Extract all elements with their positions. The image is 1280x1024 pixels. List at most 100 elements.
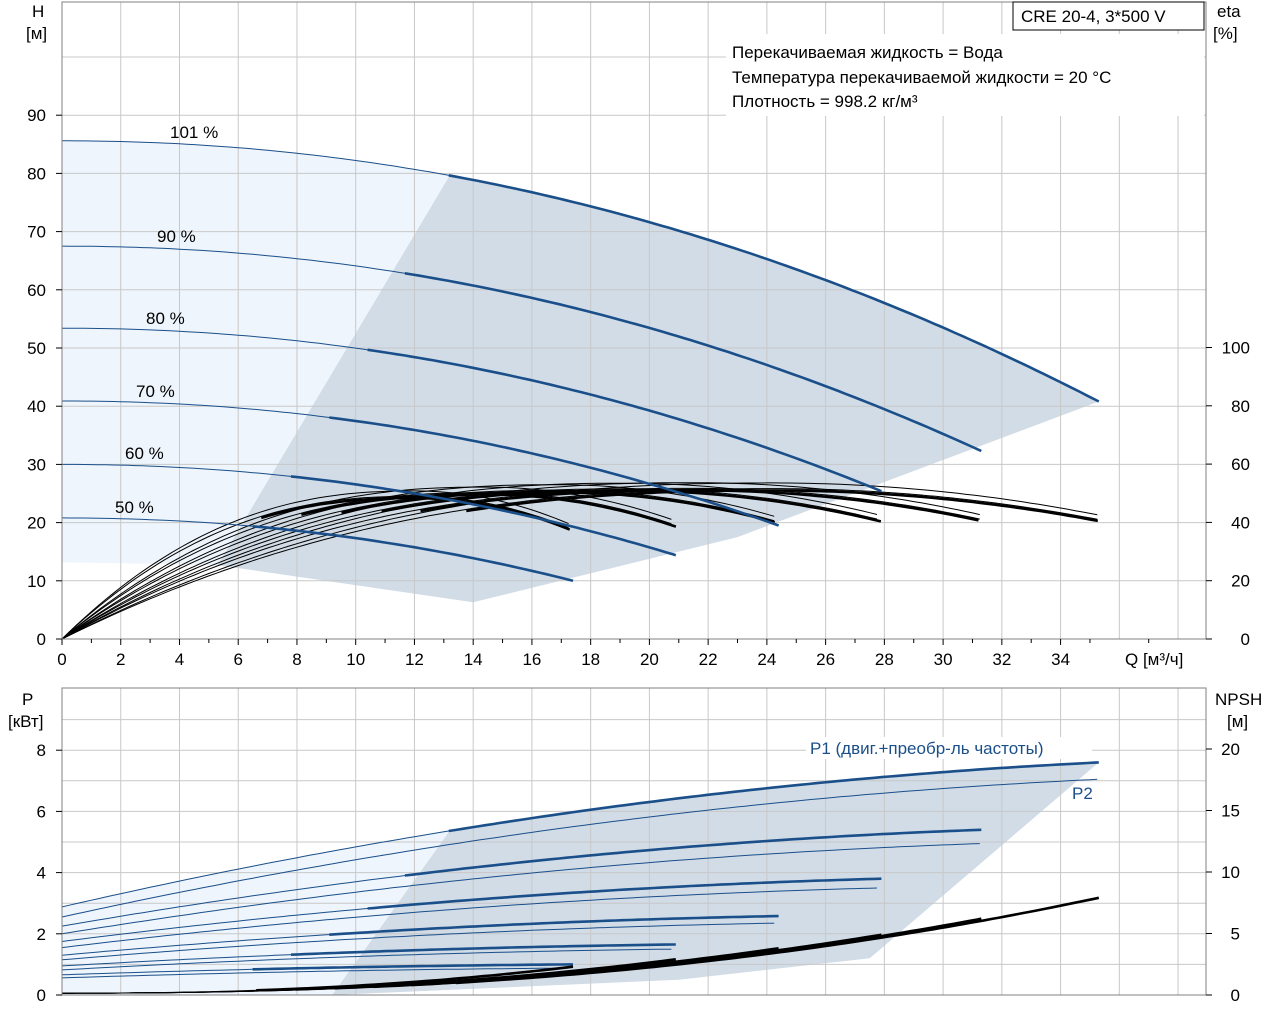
x-tick-label: 6: [233, 650, 242, 669]
npsh-axis-label: NPSH: [1215, 690, 1262, 709]
p1-label-bg: [806, 737, 1092, 759]
x-tick-label: 34: [1051, 650, 1070, 669]
npsh-axis-unit: [м]: [1227, 712, 1248, 731]
x-tick-label: 20: [640, 650, 659, 669]
npsh-tick-label: 5: [1231, 925, 1240, 944]
head-curve-bold-80: [367, 348, 882, 493]
p-tick-label: 2: [37, 925, 46, 944]
grid-top: [62, 2, 1206, 639]
x-tick-label: 28: [875, 650, 894, 669]
p1-curve-bold: [448, 761, 1099, 833]
eta-tick-label: 60: [1231, 455, 1250, 474]
x-tick-label: 2: [116, 650, 125, 669]
h-tick-label: 10: [27, 572, 46, 591]
speed-label-101: 101 %: [170, 123, 218, 142]
head-curve-bold-60: [290, 475, 677, 557]
p2-curve: [61, 843, 980, 935]
efficiency-curve-thin: [61, 490, 569, 640]
p2-curve: [61, 887, 878, 949]
efficiency-curve-thin: [61, 486, 672, 640]
efficiency-curve-thin: [61, 482, 878, 640]
head-curve-bold-70: [329, 416, 780, 527]
h-tick-label: 40: [27, 397, 46, 416]
p1-curve-bold: [404, 828, 982, 877]
h-tick-label: 60: [27, 281, 46, 300]
p1-curve-bold: [252, 963, 573, 971]
npsh-curve-bold: [256, 965, 574, 992]
x-tick-label: 24: [757, 650, 776, 669]
plot-frame-top: [61, 1, 1207, 640]
eta-tick-label: 40: [1231, 513, 1250, 532]
eta-axis-label: eta: [1217, 2, 1241, 21]
head-curve-bold-90: [404, 272, 982, 453]
x-tick-label: 10: [346, 650, 365, 669]
x-tick-label: 26: [816, 650, 835, 669]
p1-curve-bold: [329, 914, 779, 936]
eta-tick-label: 100: [1222, 339, 1250, 358]
npsh-tick-label: 15: [1221, 802, 1240, 821]
p-axis-label: P: [22, 690, 33, 709]
model-label: CRE 20-4, 3*500 V: [1021, 7, 1166, 26]
p2-curve: [61, 778, 1098, 918]
x-tick-label: 16: [522, 650, 541, 669]
x-tick-label: 0: [57, 650, 66, 669]
head-efficiency-curves: [61, 140, 1100, 640]
h-tick-label: 90: [27, 106, 46, 125]
h-tick-label: 80: [27, 164, 46, 183]
efficiency-curve-bold: [381, 489, 882, 523]
x-tick-label: 8: [292, 650, 301, 669]
efficiency-curve-bold: [301, 493, 677, 528]
p1-curve-bold: [290, 943, 676, 956]
p1-curve-bold: [367, 877, 882, 910]
efficiency-curve-thin: [61, 484, 775, 640]
npsh-tick-label: 0: [1231, 986, 1240, 1005]
q-axis-label: Q [м³/ч]: [1125, 650, 1183, 669]
p2-curve: [61, 967, 569, 979]
h-axis-unit: [м]: [26, 24, 47, 43]
npsh-tick-label: 20: [1221, 740, 1240, 759]
p2-label: P2: [1072, 784, 1093, 803]
info-box: [726, 34, 1204, 116]
x-tick-label: 14: [464, 650, 483, 669]
speed-label-80: 80 %: [146, 309, 185, 328]
info-density: Плотность = 998.2 кг/м³: [732, 92, 918, 111]
head-curve-bold-50: [252, 525, 574, 583]
p2-curve: [61, 922, 775, 961]
efficiency-curve-bold: [420, 488, 979, 522]
x-tick-label: 18: [581, 650, 600, 669]
speed-label-90: 90 %: [157, 227, 196, 246]
p-axis-unit: [кВт]: [8, 712, 43, 731]
eta-tick-label: 20: [1231, 572, 1250, 591]
p-tick-label: 8: [37, 741, 46, 760]
eta-tick-label: 0: [1241, 630, 1250, 649]
x-tick-label: 22: [699, 650, 718, 669]
h-tick-label: 50: [27, 339, 46, 358]
efficiency-curve-bold: [466, 489, 1099, 523]
p-tick-label: 4: [37, 864, 46, 883]
x-tick-label: 4: [175, 650, 184, 669]
p-tick-label: 6: [37, 802, 46, 821]
speed-label-60: 60 %: [125, 444, 164, 463]
info-fluid: Перекачиваемая жидкость = Вода: [732, 43, 1003, 62]
x-tick-label: 30: [934, 650, 953, 669]
range-light-bottom: [62, 830, 450, 995]
plot-frame-bottom: [61, 687, 1207, 996]
p-tick-label: 0: [37, 986, 46, 1005]
eta-axis-unit: [%]: [1213, 24, 1238, 43]
h-tick-label: 0: [37, 630, 46, 649]
p1-label: P1 (двиг.+преобр-ль частоты): [810, 739, 1043, 758]
x-tick-label: 32: [992, 650, 1011, 669]
head-curve-bold-101: [448, 174, 1100, 403]
eta-tick-label: 80: [1231, 397, 1250, 416]
efficiency-curve-thin: [61, 488, 878, 640]
power-npsh-curves: [61, 761, 1100, 994]
speed-label-70: 70 %: [136, 382, 175, 401]
h-tick-label: 70: [27, 223, 46, 242]
efficiency-curve-bold: [260, 496, 571, 531]
h-axis-label: H: [32, 2, 44, 21]
h-tick-label: 20: [27, 514, 46, 533]
info-temperature: Температура перекачиваемой жидкости = 20…: [732, 68, 1111, 87]
model-box: [1012, 1, 1205, 31]
x-tick-label: 12: [405, 650, 424, 669]
